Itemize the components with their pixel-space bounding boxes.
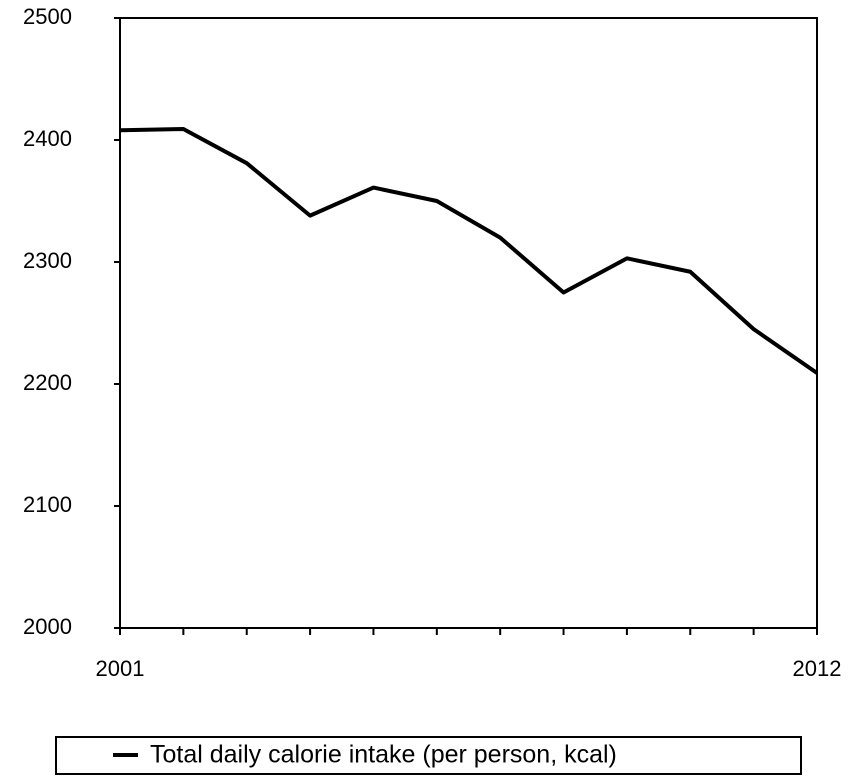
legend-box (55, 736, 802, 775)
x-tick-label: 2012 (793, 656, 842, 681)
line (119, 127, 819, 375)
y-tick-label: 2400 (23, 126, 72, 151)
y-tick-label: 2200 (23, 370, 72, 395)
x-tick-label: 2001 (96, 656, 145, 681)
legend-label: Total daily calorie intake (per person, … (150, 741, 617, 769)
y-tick-label: 2500 (23, 4, 72, 29)
y-tick-label: 2100 (23, 492, 72, 517)
y-tick-label: 2000 (23, 614, 72, 639)
plot-frame (119, 17, 818, 629)
y-tick-label: 2300 (23, 248, 72, 273)
